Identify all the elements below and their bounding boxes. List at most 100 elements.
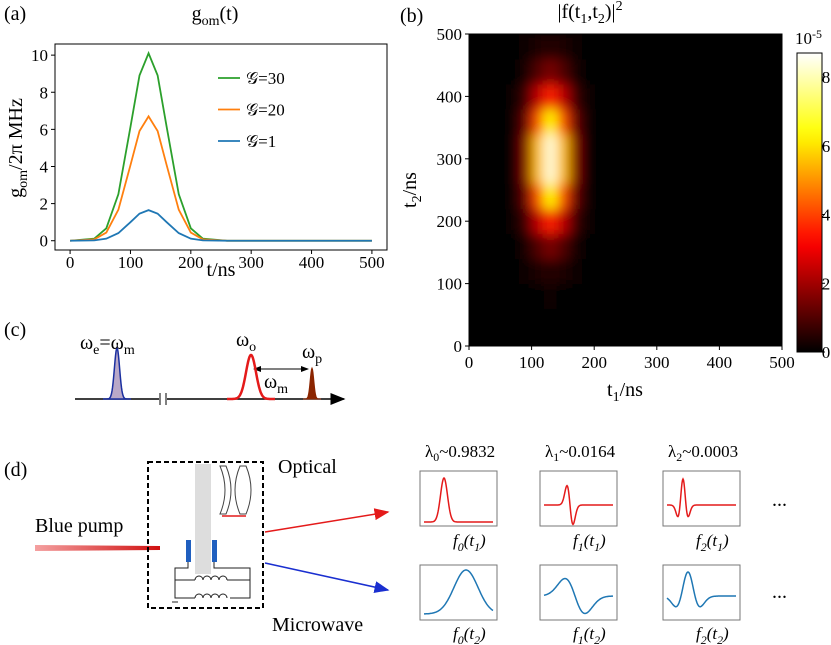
colorbar-tick-label: 2 (822, 274, 831, 293)
y-axis-label-part: /2π MHz (5, 98, 27, 170)
spectrum-label-part: p (315, 352, 322, 367)
ellipsis: ... (772, 489, 787, 511)
legend-label: 𝒢=30 (246, 69, 285, 88)
colorbar-tick-label: 4 (822, 206, 831, 225)
plot-frame (54, 43, 388, 251)
mode-label-part: 1 (474, 540, 480, 554)
colorbar-tick-label: 0 (822, 343, 831, 362)
eigenvalue-label: λ0~0.9832 (425, 442, 495, 464)
panel-tag: (d) (4, 459, 27, 481)
heatmap-cell (569, 158, 583, 185)
heatmap-cell (531, 58, 545, 85)
colorbar (796, 52, 823, 353)
heatmap-cell (506, 258, 520, 285)
panel-tag: (c) (4, 319, 26, 341)
mode-label-part: f (573, 531, 580, 550)
mode-curve (424, 569, 494, 615)
mode-label-part: 0 (458, 633, 464, 645)
eigenvalue-label-part: 1 (553, 450, 559, 464)
heatmap-cell (531, 183, 545, 210)
heatmap-cell (506, 158, 520, 185)
y-tick-label: 200 (437, 212, 463, 231)
eigenvalue-label-part: 0 (433, 450, 439, 464)
mode-label: f1(t2) (573, 624, 606, 645)
y-axis-label-part: /ns (399, 172, 421, 196)
heatmap-cell (556, 133, 570, 160)
y-tick-label: 8 (40, 83, 49, 102)
heatmap-cell (544, 58, 558, 85)
heatmap-cell (569, 283, 583, 310)
heatmap-cell (506, 133, 520, 160)
heatmap-cell (506, 58, 520, 85)
y-tick-label: 100 (437, 275, 463, 294)
mode-label-part: (t (707, 531, 719, 550)
heatmap-cell (581, 258, 595, 285)
plot-frame (468, 33, 783, 347)
heatmap-cell (544, 108, 558, 135)
mode-label-part: 1 (578, 540, 584, 554)
colorbar-scale-base: 10 (795, 29, 812, 48)
eigenvalue-label-part: ~0.9832 (439, 442, 495, 461)
heatmap-cell (531, 258, 545, 285)
mode-label-part: 2 (474, 633, 480, 645)
chart-title: gom(t) (192, 3, 239, 29)
heatmap-cell (569, 233, 583, 260)
eigenvalue-label-part: λ (545, 442, 554, 461)
eigenvalue-label: λ2~0.0003 (668, 442, 738, 464)
heatmap-cell (544, 133, 558, 160)
y-axis-label-part: g (5, 188, 27, 198)
heatmap-cell (569, 34, 583, 60)
heatmap-cell (556, 83, 570, 110)
optical-label: Optical (278, 456, 337, 478)
colorbar-scale-exp: -5 (812, 27, 822, 41)
spectrum-label: ωm (264, 371, 288, 397)
y-tick-label: 500 (437, 25, 463, 44)
chart-title-part: )| (605, 1, 616, 23)
heatmap-cells (506, 34, 595, 310)
chart-title-part: (t) (220, 3, 239, 25)
y-axis-label-part: om (16, 170, 31, 188)
mode-label-part: f (453, 531, 460, 550)
x-tick-label: 300 (238, 253, 264, 272)
x-tick-label: 400 (299, 253, 325, 272)
device-schematic (35, 461, 741, 621)
mode-label-part: ) (722, 531, 729, 550)
heatmap-cell (519, 283, 533, 310)
panel-tag: (a) (4, 3, 26, 25)
mode-label: f1(t1) (573, 531, 606, 554)
mode-label-part: (t (584, 531, 596, 550)
chart-title-part: |f(t (557, 1, 580, 23)
mode-label-part: ) (599, 531, 606, 550)
heatmap-cell (581, 34, 595, 60)
colorbar-tick-label: 8 (822, 68, 831, 87)
x-axis-label-part: /ns (620, 379, 644, 401)
colorbar-scale-label: 10-5 (795, 27, 822, 48)
heatmap-cell (569, 58, 583, 85)
mode-label-part: ) (479, 531, 486, 550)
y-tick-label: 400 (437, 87, 463, 106)
heatmap-cell (519, 208, 533, 235)
heatmap-clip (506, 34, 595, 310)
heatmap-cell (569, 183, 583, 210)
chart-title-part: g (192, 3, 202, 25)
colorbar-tick-label: 6 (822, 137, 831, 156)
heatmap-cell (556, 208, 570, 235)
heatmap-cell (506, 208, 520, 235)
x-axis-label: t1/ns (607, 379, 643, 405)
spectrum-label-part: =ω (99, 332, 123, 354)
mode-curve (544, 484, 613, 526)
x-tick-label: 200 (581, 353, 607, 372)
heatmap-cell (531, 233, 545, 260)
heatmap-cell (556, 183, 570, 210)
eigenvalue-label-part: 2 (676, 450, 682, 464)
heatmap-cell (506, 83, 520, 110)
mode-label-part: (t (707, 624, 719, 643)
x-axis-label-part: 1 (613, 390, 620, 405)
heatmap-cell (506, 183, 520, 210)
chart-title-sup: 2 (616, 0, 623, 14)
microwave-label: Microwave (272, 614, 363, 636)
heatmap-cell (544, 158, 558, 185)
y-tick-label: 2 (40, 195, 49, 214)
heatmap-cell (519, 133, 533, 160)
